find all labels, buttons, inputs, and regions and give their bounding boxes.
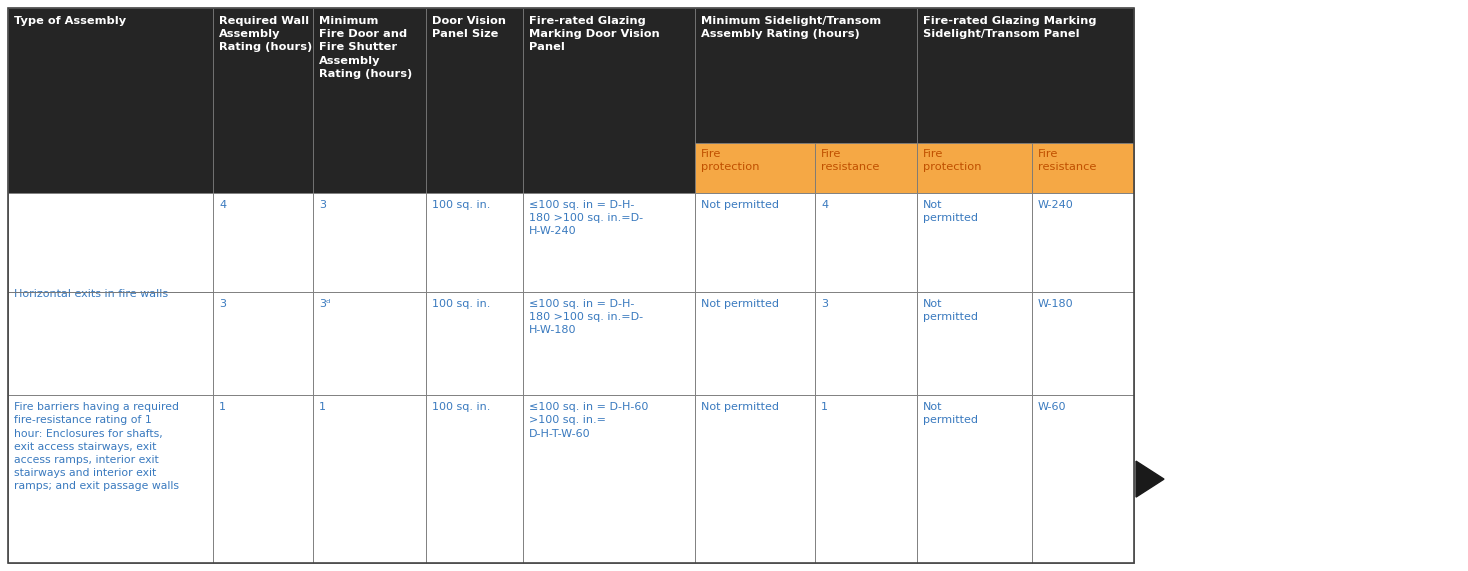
- Bar: [918, 193, 1032, 292]
- Bar: [918, 143, 1032, 193]
- Bar: [815, 292, 918, 395]
- Text: Not
permitted: Not permitted: [923, 402, 978, 425]
- Bar: [1032, 143, 1133, 193]
- Text: 3: 3: [219, 299, 226, 309]
- Text: Fire-rated Glazing
Marking Door Vision
Panel: Fire-rated Glazing Marking Door Vision P…: [528, 16, 659, 53]
- Text: W-60: W-60: [1038, 402, 1066, 412]
- Text: Door Vision
Panel Size: Door Vision Panel Size: [432, 16, 506, 39]
- Bar: [7, 193, 213, 395]
- Text: 3: 3: [821, 299, 828, 309]
- Text: Minimum Sidelight/Transom
Assembly Rating (hours): Minimum Sidelight/Transom Assembly Ratin…: [702, 16, 881, 39]
- Bar: [213, 8, 313, 193]
- Bar: [213, 292, 313, 395]
- Text: 100 sq. in.: 100 sq. in.: [432, 200, 490, 210]
- Bar: [426, 8, 523, 193]
- Bar: [815, 143, 918, 193]
- Bar: [1032, 292, 1133, 395]
- Bar: [523, 395, 694, 563]
- Text: Not permitted: Not permitted: [702, 402, 780, 412]
- Text: Not permitted: Not permitted: [702, 200, 780, 210]
- Bar: [918, 395, 1032, 563]
- Bar: [313, 193, 426, 292]
- Text: 3: 3: [319, 200, 326, 210]
- Text: ≤100 sq. in = D-H-
180 >100 sq. in.=D-
H-W-180: ≤100 sq. in = D-H- 180 >100 sq. in.=D- H…: [528, 299, 643, 335]
- FancyArrow shape: [1136, 461, 1164, 497]
- Text: Horizontal exits in fire walls: Horizontal exits in fire walls: [15, 289, 169, 299]
- Text: 4: 4: [219, 200, 226, 210]
- Bar: [313, 292, 426, 395]
- Text: Type of Assembly: Type of Assembly: [15, 16, 126, 26]
- Bar: [1032, 395, 1133, 563]
- Bar: [313, 8, 426, 193]
- Bar: [213, 193, 313, 292]
- Bar: [213, 395, 313, 563]
- Bar: [7, 8, 1133, 563]
- Text: Fire barriers having a required
fire-resistance rating of 1
hour: Enclosures for: Fire barriers having a required fire-res…: [15, 402, 179, 492]
- Bar: [694, 292, 815, 395]
- Bar: [694, 395, 815, 563]
- Text: W-180: W-180: [1038, 299, 1073, 309]
- Bar: [694, 8, 918, 143]
- Text: 1: 1: [821, 402, 828, 412]
- Bar: [523, 292, 694, 395]
- Bar: [523, 193, 694, 292]
- Text: Fire-rated Glazing Marking
Sidelight/Transom Panel: Fire-rated Glazing Marking Sidelight/Tra…: [923, 16, 1097, 39]
- Bar: [815, 395, 918, 563]
- Text: Fire
resistance: Fire resistance: [1038, 149, 1097, 172]
- Bar: [694, 193, 815, 292]
- Bar: [426, 292, 523, 395]
- Bar: [7, 8, 213, 193]
- Text: 100 sq. in.: 100 sq. in.: [432, 299, 490, 309]
- Text: Fire
protection: Fire protection: [702, 149, 759, 172]
- Text: 1: 1: [319, 402, 326, 412]
- Text: Not
permitted: Not permitted: [923, 299, 978, 322]
- Bar: [918, 292, 1032, 395]
- Bar: [523, 8, 694, 193]
- Bar: [1032, 193, 1133, 292]
- Bar: [694, 143, 815, 193]
- Text: 3ᵈ: 3ᵈ: [319, 299, 330, 309]
- Bar: [7, 395, 213, 563]
- Bar: [426, 395, 523, 563]
- Text: Not permitted: Not permitted: [702, 299, 780, 309]
- Bar: [313, 395, 426, 563]
- Text: Fire
resistance: Fire resistance: [821, 149, 879, 172]
- Text: Minimum
Fire Door and
Fire Shutter
Assembly
Rating (hours): Minimum Fire Door and Fire Shutter Assem…: [319, 16, 413, 79]
- Text: ≤100 sq. in = D-H-60
>100 sq. in.=
D-H-T-W-60: ≤100 sq. in = D-H-60 >100 sq. in.= D-H-T…: [528, 402, 649, 439]
- Text: 1: 1: [219, 402, 226, 412]
- Bar: [815, 193, 918, 292]
- Bar: [918, 8, 1133, 143]
- Text: Not
permitted: Not permitted: [923, 200, 978, 223]
- Text: Fire
protection: Fire protection: [923, 149, 982, 172]
- Text: 100 sq. in.: 100 sq. in.: [432, 402, 490, 412]
- Bar: [426, 193, 523, 292]
- Text: ≤100 sq. in = D-H-
180 >100 sq. in.=D-
H-W-240: ≤100 sq. in = D-H- 180 >100 sq. in.=D- H…: [528, 200, 643, 236]
- Text: W-240: W-240: [1038, 200, 1073, 210]
- Text: Required Wall
Assembly
Rating (hours): Required Wall Assembly Rating (hours): [219, 16, 313, 53]
- Text: 4: 4: [821, 200, 828, 210]
